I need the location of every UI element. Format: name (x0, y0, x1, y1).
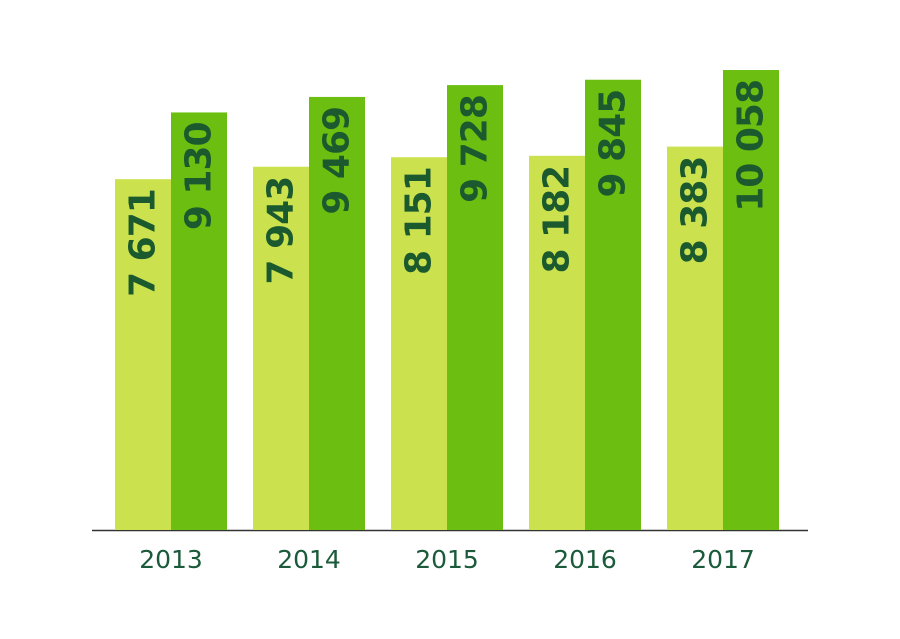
bar (171, 112, 227, 530)
value-label: 9 845 (593, 90, 634, 198)
bar (723, 70, 779, 530)
bar (253, 166, 309, 530)
value-label: 7 943 (261, 177, 302, 285)
bar (115, 179, 171, 530)
bar (391, 157, 447, 531)
bar (309, 96, 365, 531)
x-tick-label: 2015 (415, 545, 479, 574)
bar (447, 85, 503, 530)
x-tick-label: 2017 (691, 545, 755, 574)
value-label: 7 671 (123, 189, 164, 297)
value-label: 9 130 (179, 122, 220, 230)
value-label: 8 182 (537, 166, 578, 274)
x-tick-label: 2014 (277, 545, 341, 574)
value-label: 8 383 (675, 157, 716, 265)
value-label: 9 469 (317, 107, 358, 215)
x-tick-label: 2016 (553, 545, 617, 574)
value-label: 8 151 (399, 167, 440, 275)
value-label: 10 058 (731, 80, 772, 212)
bar (667, 146, 723, 530)
bar (529, 155, 585, 530)
value-label: 9 728 (455, 95, 496, 203)
bar (585, 79, 641, 530)
x-tick-label: 2013 (139, 545, 203, 574)
